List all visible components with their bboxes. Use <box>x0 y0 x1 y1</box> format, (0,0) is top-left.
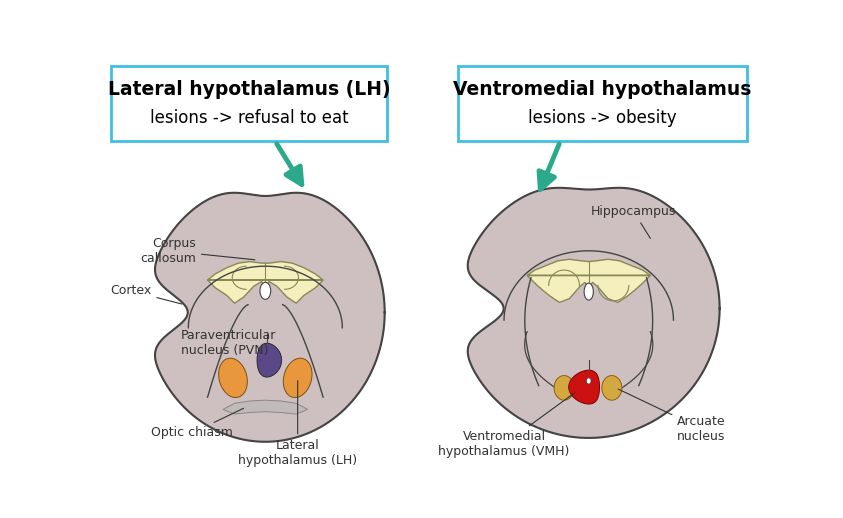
Text: Ventromedial
hypothalamus (VMH): Ventromedial hypothalamus (VMH) <box>438 393 575 458</box>
Polygon shape <box>468 188 720 438</box>
Text: Optic chiasm: Optic chiasm <box>151 408 244 439</box>
Text: Lateral
hypothalamus (LH): Lateral hypothalamus (LH) <box>238 381 357 467</box>
Polygon shape <box>569 370 599 404</box>
Ellipse shape <box>587 378 591 384</box>
Ellipse shape <box>584 283 593 300</box>
Text: Hippocampus: Hippocampus <box>591 205 676 238</box>
Text: Arcuate
nucleus: Arcuate nucleus <box>618 389 726 443</box>
FancyBboxPatch shape <box>111 66 387 141</box>
Polygon shape <box>155 193 384 442</box>
Polygon shape <box>257 343 282 377</box>
Ellipse shape <box>602 376 622 400</box>
Polygon shape <box>223 400 308 414</box>
Text: Corpus
callosum: Corpus callosum <box>140 237 255 265</box>
Text: Ventromedial hypothalamus: Ventromedial hypothalamus <box>453 80 751 99</box>
Text: lesions -> refusal to eat: lesions -> refusal to eat <box>150 109 348 126</box>
Text: Lateral hypothalamus (LH): Lateral hypothalamus (LH) <box>108 80 390 99</box>
Polygon shape <box>283 358 312 397</box>
Polygon shape <box>218 358 247 397</box>
Ellipse shape <box>554 376 574 400</box>
Polygon shape <box>527 260 650 303</box>
Text: lesions -> obesity: lesions -> obesity <box>528 109 676 126</box>
FancyBboxPatch shape <box>458 66 747 141</box>
Ellipse shape <box>260 282 271 299</box>
Text: Paraventricular
nucleus (PVN): Paraventricular nucleus (PVN) <box>180 329 276 360</box>
Polygon shape <box>207 262 323 303</box>
Text: Cortex: Cortex <box>110 284 182 304</box>
